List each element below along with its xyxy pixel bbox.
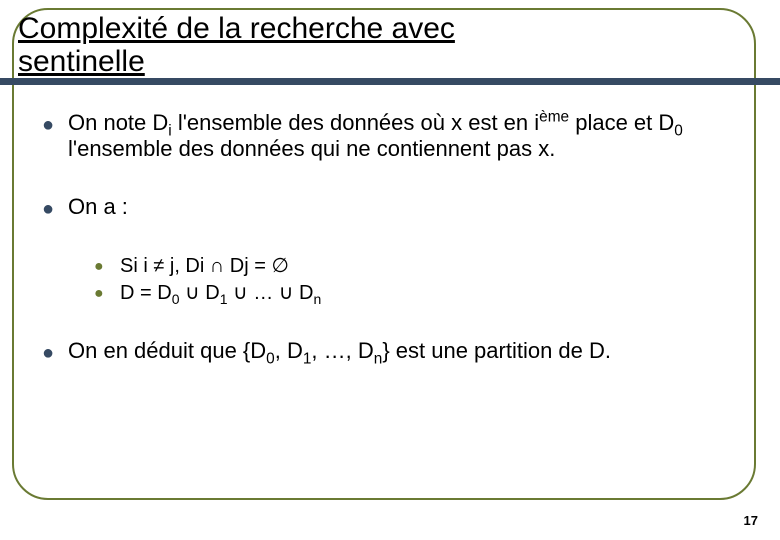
disc-icon: ● (94, 254, 120, 279)
bullet-item: ● On en déduit que {D0, D1, …, Dn} est u… (42, 338, 732, 366)
bullet-text: On a : (68, 194, 128, 222)
bullet-item: ● Si i ≠ j, Di ∩ Dj = ∅ (94, 254, 732, 279)
bullet-text: On en déduit que {D0, D1, …, Dn} est une… (68, 338, 611, 366)
sub-bullet-group: ● Si i ≠ j, Di ∩ Dj = ∅ ● D = D0 ∪ D1 ∪ … (94, 254, 732, 306)
disc-icon: ● (94, 281, 120, 306)
bullet-text: D = D0 ∪ D1 ∪ … ∪ Dn (120, 281, 321, 306)
slide-body: ● On note Di l'ensemble des données où x… (42, 110, 732, 384)
disc-icon: ● (42, 194, 68, 222)
slide: Complexité de la recherche avec sentinel… (0, 0, 780, 540)
slide-title: Complexité de la recherche avec sentinel… (18, 12, 455, 78)
bullet-text: On note Di l'ensemble des données où x e… (68, 110, 732, 162)
disc-icon: ● (42, 110, 68, 162)
bullet-item: ● On note Di l'ensemble des données où x… (42, 110, 732, 162)
bullet-item: ● D = D0 ∪ D1 ∪ … ∪ Dn (94, 281, 732, 306)
page-number: 17 (744, 513, 758, 528)
title-underline-bar (0, 78, 780, 85)
bullet-item: ● On a : (42, 194, 732, 222)
disc-icon: ● (42, 338, 68, 366)
bullet-text: Si i ≠ j, Di ∩ Dj = ∅ (120, 254, 289, 279)
